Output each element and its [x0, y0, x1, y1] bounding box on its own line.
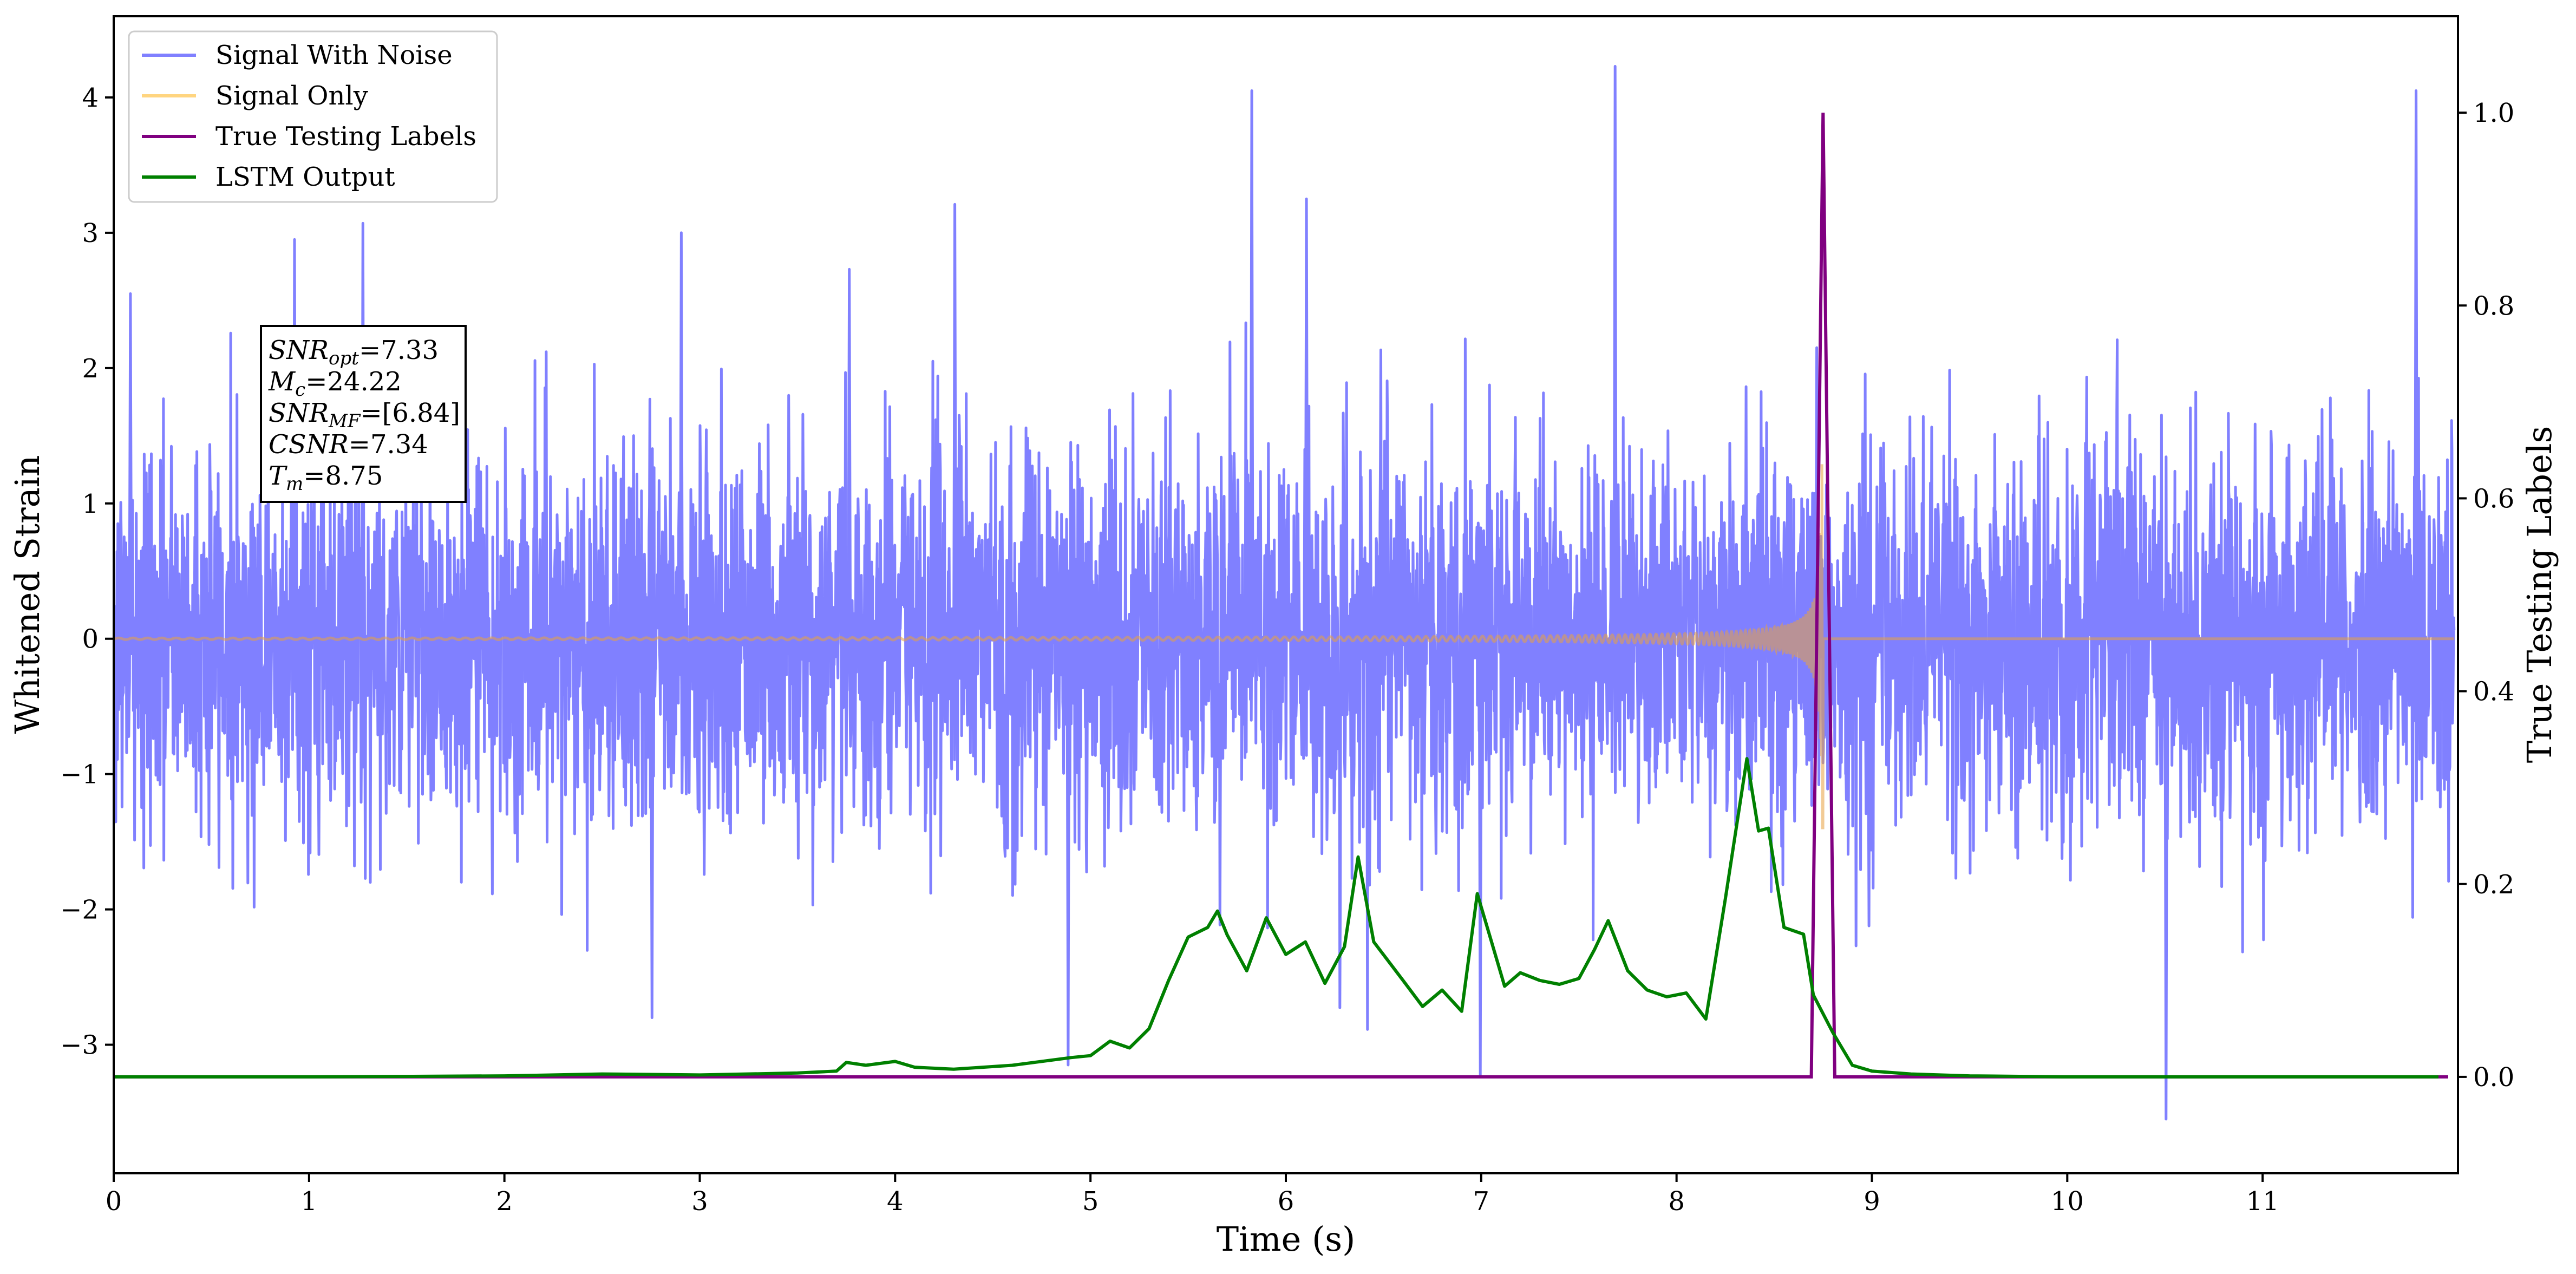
y-axis-right: 0.0 0.2 0.4 0.6 0.8 1.0: [2458, 98, 2514, 1093]
annotation-line: CSNR=7.34: [269, 429, 428, 460]
y-tick-label: 0: [82, 624, 99, 655]
x-tick-label: 2: [496, 1186, 513, 1217]
annotation-line: SNRopt=7.33: [269, 335, 439, 369]
y-axis-label: Whitened Strain: [8, 455, 47, 734]
legend-label: LSTM Output: [215, 162, 395, 192]
x-tick-label: 4: [887, 1186, 904, 1217]
annotation-value: =24.22: [305, 367, 402, 397]
annotation-line: Tm=8.75: [269, 461, 383, 495]
annotation-frame: [260, 325, 467, 503]
x-tick-label: 10: [2051, 1186, 2084, 1217]
x-tick-label: 0: [106, 1186, 122, 1217]
annotation-line: Mc=24.22: [268, 367, 402, 401]
y-tick-label: −2: [60, 895, 99, 925]
legend-label: Signal With Noise: [215, 40, 453, 70]
annotation-value: =8.75: [303, 461, 383, 491]
y-right-tick-label: 0.0: [2473, 1062, 2514, 1093]
annotation-value: =7.34: [349, 429, 428, 460]
y-tick-label: −1: [60, 760, 99, 790]
x-axis-label: Time (s): [1217, 1219, 1356, 1259]
y-tick-label: 4: [82, 83, 99, 113]
y-tick-label: 1: [82, 489, 99, 519]
plot-area: [114, 65, 2456, 1121]
legend-label: True Testing Labels: [215, 121, 476, 152]
x-axis: 0 1 2 3 4 5 6 7 8 9 10 11: [106, 1173, 2279, 1217]
annotation-symbol: M: [268, 367, 296, 397]
x-tick-label: 1: [301, 1186, 318, 1217]
annotation-subscript: m: [286, 473, 303, 495]
y-tick-label: 3: [82, 218, 99, 249]
y-right-tick-label: 0.8: [2473, 291, 2514, 321]
x-tick-label: 11: [2246, 1186, 2279, 1217]
legend-label: Signal Only: [215, 81, 368, 111]
annotation-symbol: SNR: [269, 335, 329, 365]
y-tick-label: −3: [60, 1030, 99, 1061]
x-tick-label: 7: [1473, 1186, 1490, 1217]
y-tick-label: 2: [82, 354, 99, 384]
y-axis-right-label: True Testing Labels: [2520, 426, 2559, 763]
annotation-subscript: MF: [328, 410, 361, 432]
y-right-tick-label: 1.0: [2473, 98, 2514, 128]
y-right-tick-label: 0.4: [2473, 677, 2514, 707]
y-axis-left: −3 −2 −1 0 1 2 3 4: [60, 83, 114, 1061]
series-line-signal-only: [114, 464, 2454, 829]
annotation-subscript: opt: [329, 348, 359, 369]
x-tick-label: 3: [691, 1186, 708, 1217]
annotation-value: =[6.84]: [360, 398, 460, 428]
annotation-value: =7.33: [359, 335, 439, 365]
annotation-symbol: SNR: [269, 398, 329, 428]
annotation-subscript: c: [295, 379, 305, 401]
y-right-tick-label: 0.6: [2473, 484, 2514, 514]
x-tick-label: 5: [1082, 1186, 1099, 1217]
annotation-symbol: T: [269, 461, 287, 491]
annotation-line: SNRMF=[6.84]: [269, 398, 460, 432]
series-line-lstm-output: [114, 757, 2438, 1079]
y-right-tick-label: 0.2: [2473, 870, 2514, 900]
legend: Signal With Noise Signal Only True Testing…: [128, 30, 498, 203]
x-tick-label: 9: [1864, 1186, 1880, 1217]
x-tick-label: 6: [1278, 1186, 1294, 1217]
annotation-symbol: CSNR: [269, 429, 349, 460]
annotation-box: SNRopt=7.33Mc=24.22SNRMF=[6.84]CSNR=7.34…: [260, 325, 467, 503]
legend-frame: [128, 30, 498, 203]
x-tick-label: 8: [1668, 1186, 1685, 1217]
